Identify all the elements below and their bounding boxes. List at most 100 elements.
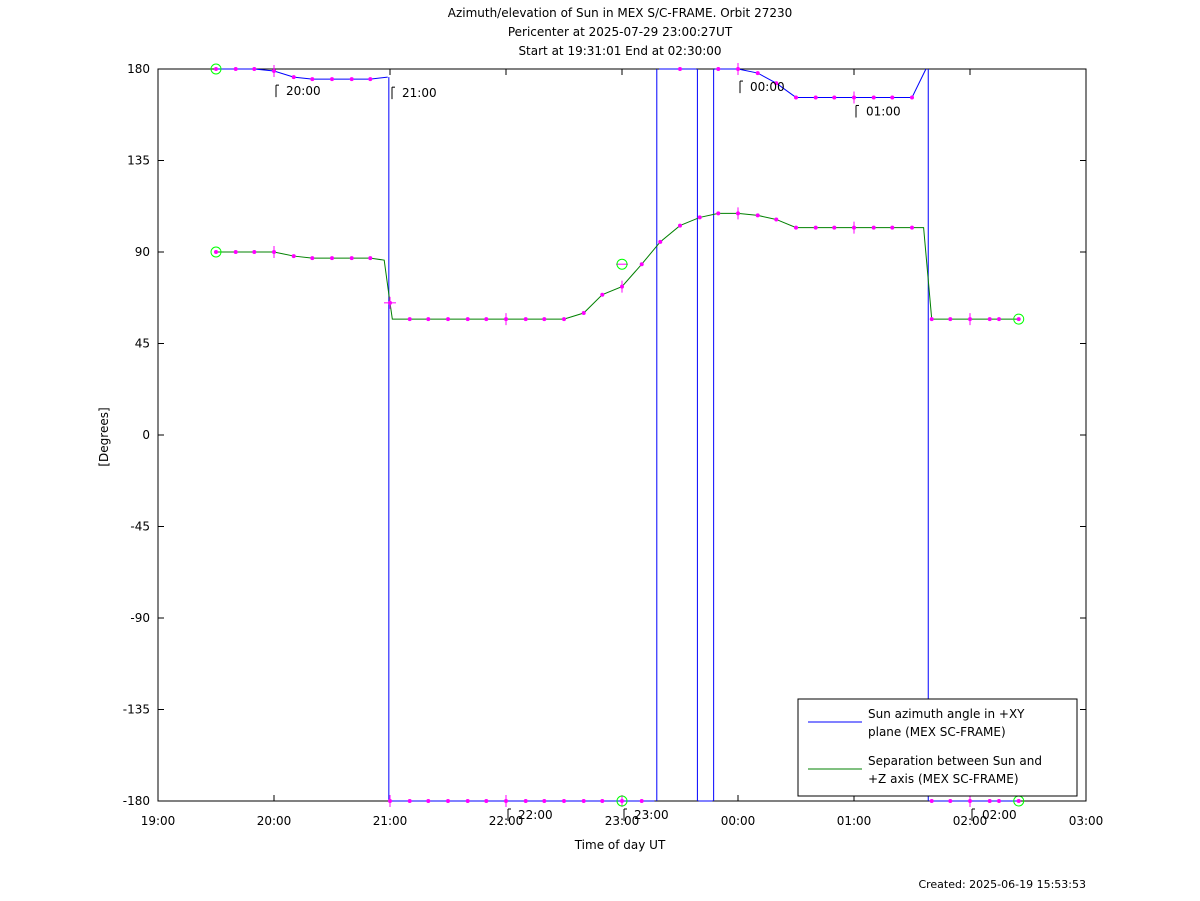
azimuth-data-marker	[523, 799, 528, 803]
azimuth-data-marker	[252, 67, 257, 71]
time-annotation-label: 01:00	[866, 104, 901, 118]
separation-data-marker	[997, 317, 1001, 322]
separation-data-marker	[330, 256, 334, 261]
created-timestamp: Created: 2025-06-19 15:53:53	[918, 878, 1086, 891]
azimuth-data-marker	[562, 799, 566, 803]
separation-data-marker	[233, 250, 238, 254]
azimuth-data-marker	[484, 799, 489, 803]
azimuth-data-marker	[948, 799, 953, 803]
azimuth-data-marker	[929, 799, 934, 803]
azimuth-data-marker	[349, 77, 354, 82]
plot-frame	[157, 68, 1087, 802]
y-tick-label: -180	[123, 794, 150, 808]
separation-data-marker	[929, 317, 934, 322]
legend-entry-label: Sun azimuth angle in +XY	[868, 707, 1025, 721]
endpoint-circle-marker	[616, 795, 628, 807]
azimuth-data-marker	[997, 799, 1001, 803]
azimuth-data-marker	[678, 67, 682, 71]
legend-box	[797, 698, 1078, 797]
time-annotation-label: 20:00	[286, 84, 321, 98]
separation-data-marker	[1016, 317, 1021, 322]
azimuth-data-marker	[987, 799, 992, 803]
endpoint-circle-marker	[210, 246, 222, 258]
azimuth-data-marker	[813, 95, 818, 100]
x-tick-label: 03:00	[1069, 814, 1104, 828]
time-annotation-label: 23:00	[634, 808, 669, 822]
legend-entry-label: Separation between Sun and	[868, 754, 1042, 768]
separation-data-marker	[755, 213, 760, 218]
x-tick-label: 00:00	[721, 814, 756, 828]
separation-data-marker	[562, 317, 566, 322]
legend-entry-label: plane (MEX SC-FRAME)	[868, 725, 1006, 739]
separation-data-marker	[658, 239, 663, 244]
azimuth-data-marker	[600, 799, 605, 803]
azimuth-data-marker	[871, 95, 876, 100]
azimuth-data-marker	[581, 799, 586, 803]
separation-data-marker	[252, 250, 257, 254]
series-layer	[216, 68, 1019, 802]
chart-title-line-2: Pericenter at 2025-07-29 23:00:27UT	[507, 25, 733, 39]
separation-data-marker	[639, 262, 644, 267]
separation-data-marker	[948, 317, 953, 322]
separation-data-marker	[407, 317, 412, 322]
y-tick-label: 45	[135, 337, 150, 351]
azimuth-data-marker	[794, 95, 798, 100]
separation-data-marker	[716, 211, 721, 216]
x-tick-label: 02:00	[953, 814, 988, 828]
plot-area	[157, 68, 1087, 802]
azimuth-data-marker	[330, 77, 334, 82]
separation-data-marker	[484, 317, 489, 322]
endpoint-circle-marker	[210, 63, 222, 75]
separation-data-marker	[426, 317, 431, 322]
x-tick-label: 22:00	[489, 814, 524, 828]
azimuth-data-marker	[755, 71, 760, 76]
separation-series-line	[216, 212, 1019, 320]
azimuth-data-marker	[542, 799, 547, 803]
separation-data-marker	[832, 225, 837, 230]
endpoint-circle-marker	[616, 258, 628, 270]
y-tick-label: -135	[123, 703, 150, 717]
azimuth-data-marker	[639, 799, 644, 803]
separation-data-marker	[368, 256, 373, 261]
y-tick-label: 0	[142, 428, 150, 442]
azimuth-data-marker	[465, 799, 470, 803]
azimuth-data-marker	[426, 799, 431, 803]
azimuth-series-line	[216, 68, 388, 80]
time-annotation-label: 00:00	[750, 80, 785, 94]
separation-data-marker	[678, 223, 682, 228]
y-tick-label: -90	[130, 611, 150, 625]
separation-data-marker	[349, 256, 354, 261]
azimuth-data-marker	[716, 67, 721, 71]
azimuth-data-marker	[1016, 799, 1021, 803]
azimuth-data-marker	[832, 95, 837, 100]
x-tick-label: 19:00	[141, 814, 176, 828]
azimuth-series-line	[714, 68, 927, 98]
azimuth-data-marker	[368, 77, 373, 82]
separation-data-marker	[465, 317, 470, 322]
azimuth-data-marker	[407, 799, 412, 803]
separation-data-marker	[310, 256, 315, 261]
chart-title-line-3: Start at 19:31:01 End at 02:30:00	[518, 44, 722, 58]
legend-entry-label: +Z axis (MEX SC-FRAME)	[868, 772, 1019, 786]
separation-data-marker	[890, 225, 895, 230]
separation-data-marker	[542, 317, 547, 322]
annotation-layer: 20:00 21:00 00:00 01:00 22:00 23:00 02:00	[275, 80, 1017, 822]
x-tick-label: 01:00	[837, 814, 872, 828]
separation-data-marker	[291, 254, 296, 259]
y-tick-label: 135	[127, 154, 150, 168]
azimuth-data-marker	[291, 75, 296, 80]
x-tick-label: 21:00	[373, 814, 408, 828]
separation-data-marker	[774, 217, 779, 222]
y-tick-label: 90	[135, 245, 150, 259]
azimuth-data-marker	[890, 95, 895, 100]
endpoint-circle-marker	[1013, 313, 1025, 325]
time-annotation-label: 02:00	[982, 808, 1017, 822]
separation-data-marker	[910, 225, 914, 230]
azimuth-data-marker	[214, 67, 218, 71]
y-axis-label: [Degrees]	[97, 407, 111, 466]
separation-data-marker	[581, 311, 586, 315]
separation-data-marker	[987, 317, 992, 322]
y-tick-label: -45	[130, 520, 150, 534]
x-axis-label: Time of day UT	[574, 838, 666, 852]
